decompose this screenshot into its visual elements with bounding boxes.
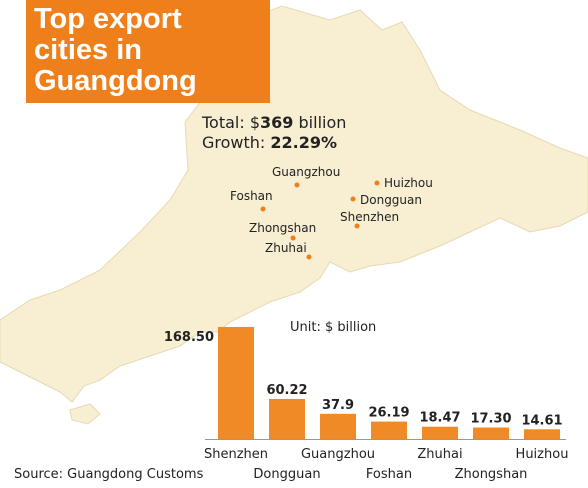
city-dot bbox=[374, 180, 380, 186]
bar bbox=[422, 426, 458, 439]
bar bbox=[269, 398, 305, 439]
value-label: 17.30 bbox=[470, 411, 511, 426]
city-label: Dongguan bbox=[360, 193, 422, 207]
source: Source: Guangdong Customs bbox=[14, 467, 204, 482]
city-label: Zhongshan bbox=[249, 221, 316, 235]
total-annotation: Total: $369 billion bbox=[201, 113, 346, 132]
value-label: 37.9 bbox=[322, 398, 354, 413]
value-label: 18.47 bbox=[419, 411, 460, 426]
chart-title: Top export cities in Guangdong bbox=[26, 0, 270, 103]
city-dot bbox=[354, 223, 360, 229]
bar bbox=[218, 326, 254, 439]
growth-prefix: Growth: bbox=[202, 133, 270, 152]
total-suffix: billion bbox=[293, 113, 346, 132]
x-tick-label: Guangzhou bbox=[301, 447, 375, 462]
x-tick-label: Shenzhen bbox=[204, 447, 268, 462]
x-tick-label: Foshan bbox=[366, 467, 412, 482]
total-amount: 369 bbox=[260, 113, 293, 132]
bar bbox=[524, 429, 560, 439]
city-dot bbox=[260, 206, 266, 212]
value-label: 60.22 bbox=[266, 383, 307, 398]
value-label: 168.50 bbox=[164, 330, 214, 345]
x-tick-label: Huizhou bbox=[516, 447, 569, 462]
bar bbox=[473, 427, 509, 439]
city-dots bbox=[260, 180, 380, 260]
city-label: Guangzhou bbox=[272, 165, 340, 179]
total-prefix: Total: $ bbox=[201, 113, 260, 132]
city-label: Foshan bbox=[230, 189, 273, 203]
city-dot bbox=[294, 182, 300, 188]
bar bbox=[320, 413, 356, 439]
bar bbox=[371, 421, 407, 439]
x-tick-label: Dongguan bbox=[253, 467, 320, 482]
city-label: Zhuhai bbox=[265, 241, 307, 255]
x-tick-label: Zhongshan bbox=[455, 467, 528, 482]
growth-amount: 22.29% bbox=[270, 133, 337, 152]
chart-subtitle: Unit: $ billion bbox=[290, 320, 376, 335]
city-dot bbox=[306, 254, 312, 260]
growth-annotation: Growth: 22.29% bbox=[202, 133, 337, 152]
city-dot bbox=[350, 196, 356, 202]
city-label: Shenzhen bbox=[340, 210, 399, 224]
x-tick-label: Zhuhai bbox=[417, 447, 462, 462]
value-label: 26.19 bbox=[368, 406, 409, 421]
city-label: Huizhou bbox=[384, 176, 433, 190]
value-label: 14.61 bbox=[521, 413, 562, 428]
map-island bbox=[69, 403, 101, 425]
city-dot bbox=[290, 235, 296, 241]
